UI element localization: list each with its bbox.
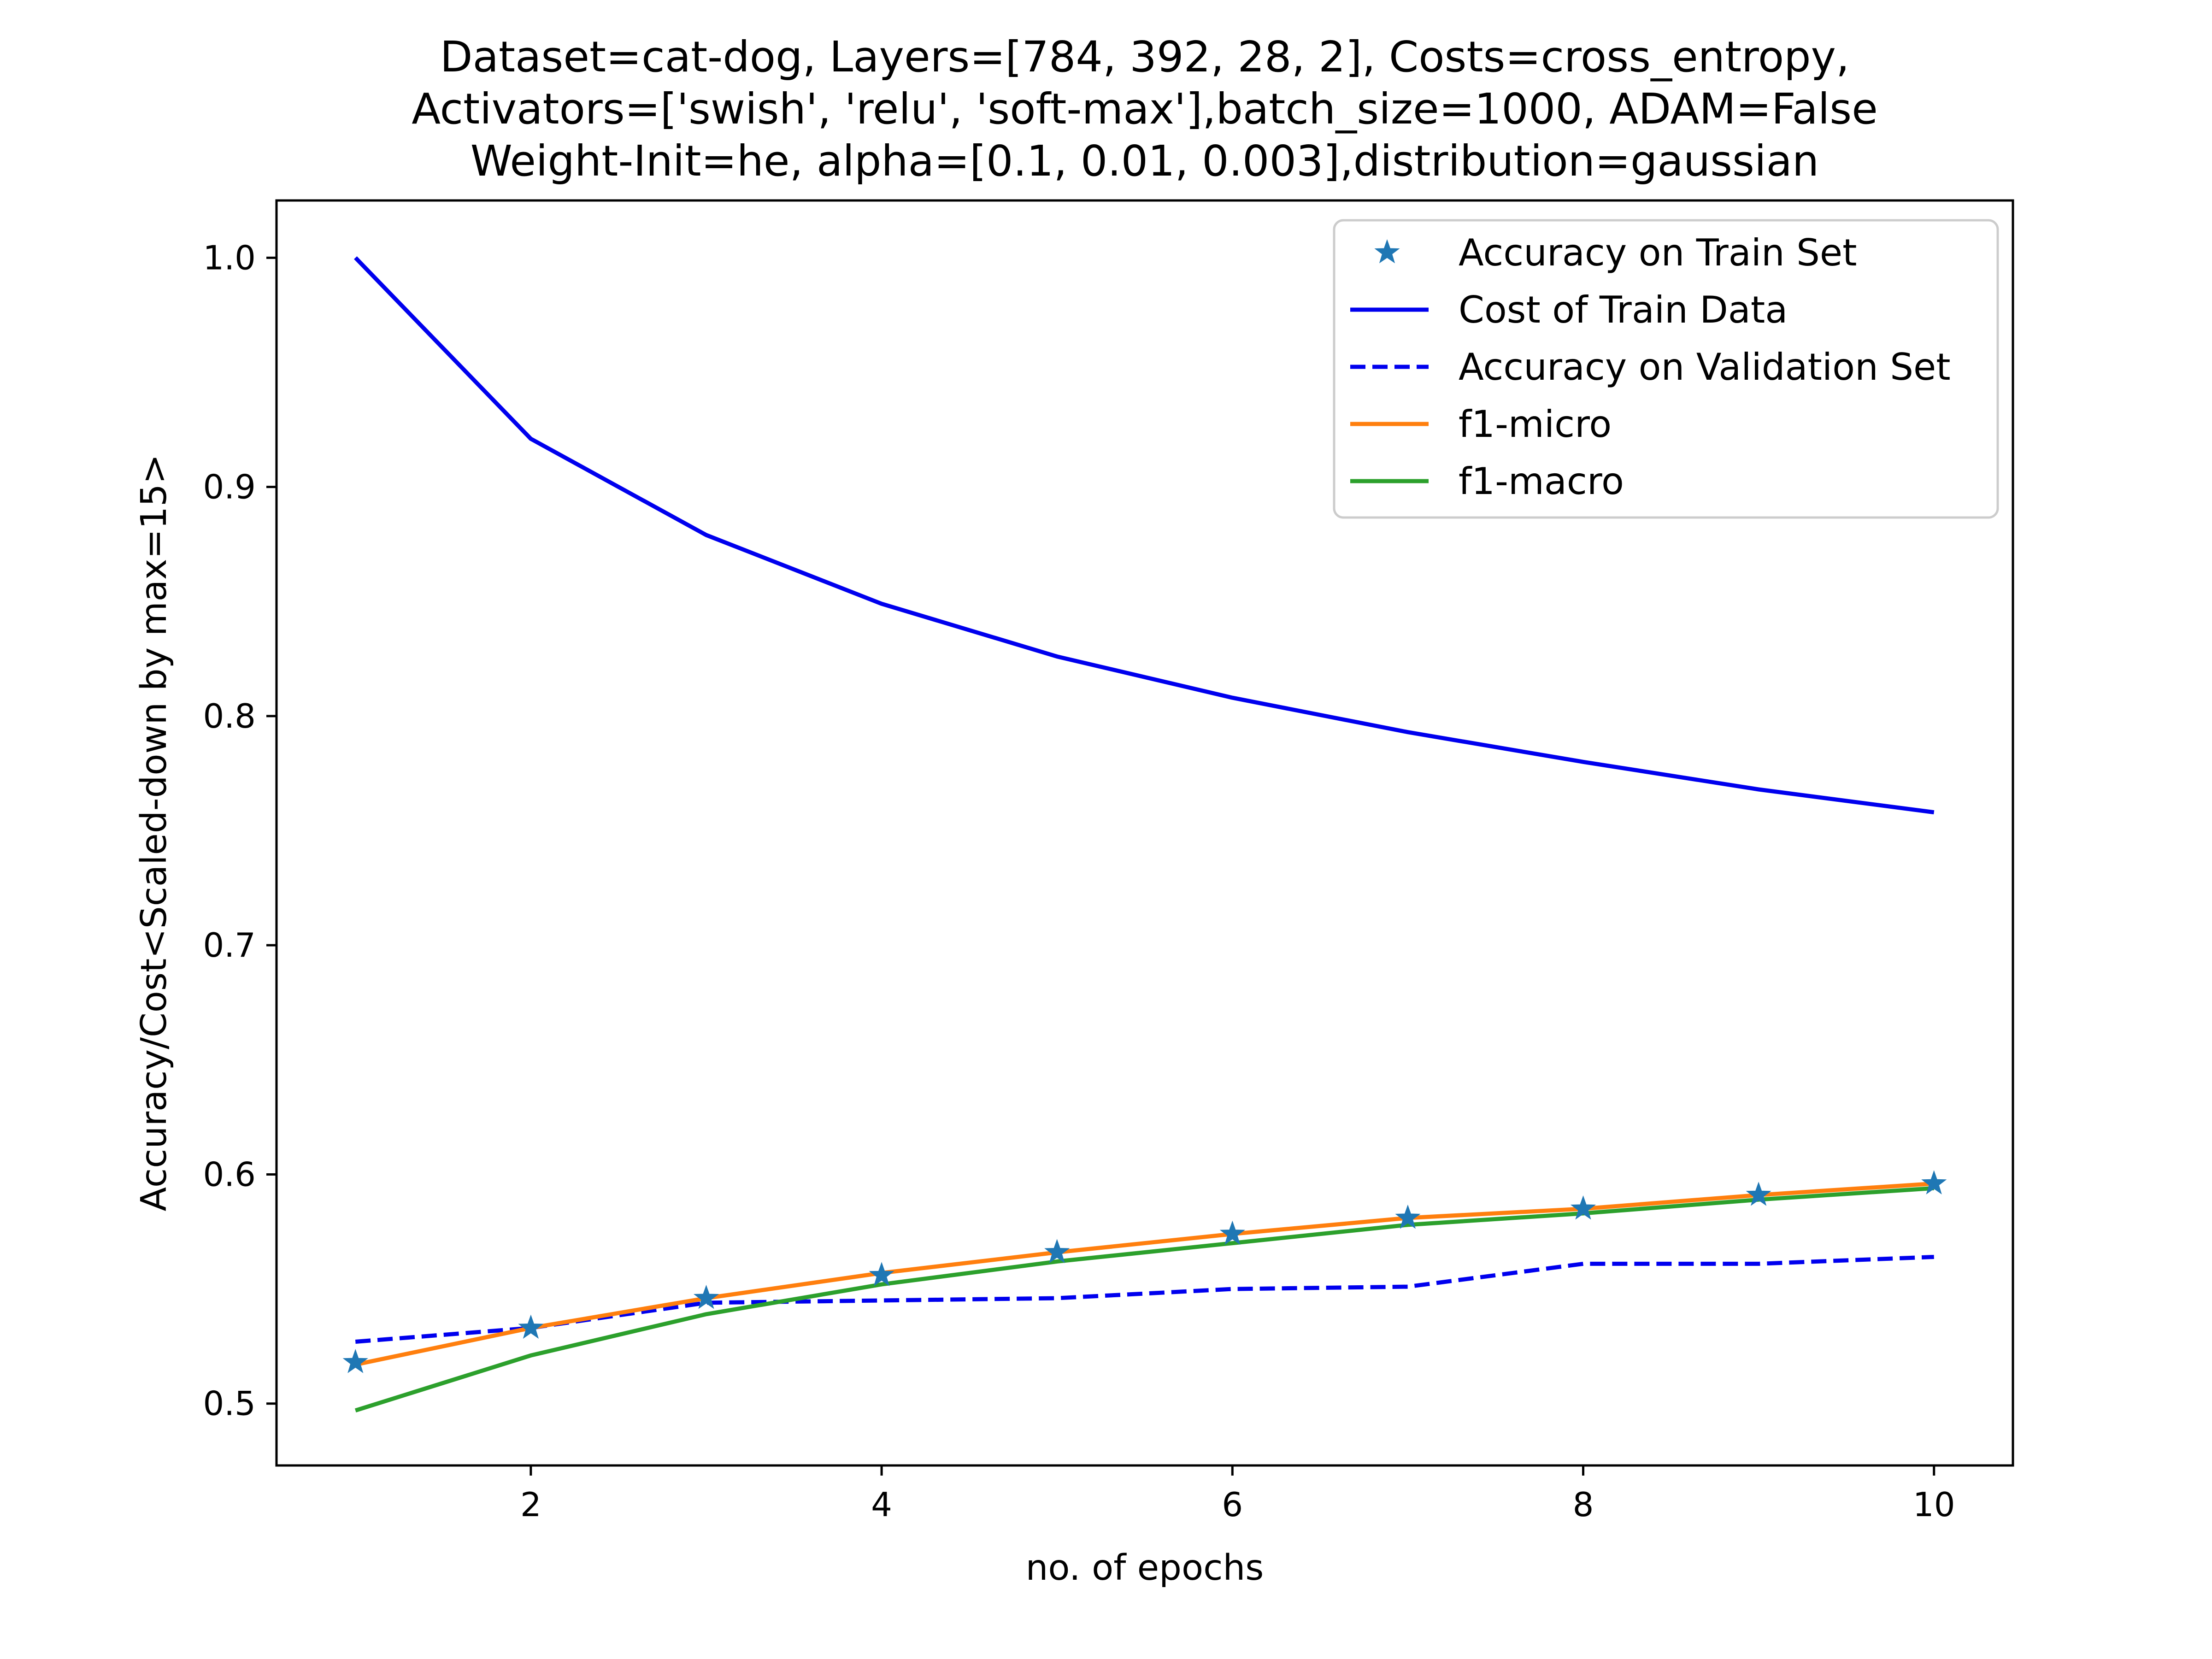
x-axis-label: no. of epochs bbox=[1026, 1547, 1264, 1588]
x-tick-label: 4 bbox=[871, 1485, 892, 1524]
y-tick-label: 0.7 bbox=[203, 926, 256, 965]
x-tick-label: 8 bbox=[1573, 1485, 1594, 1524]
y-axis-label: Accuracy/Cost<Scaled-down by max=15> bbox=[134, 454, 175, 1212]
title-line-3: Weight-Init=he, alpha=[0.1, 0.01, 0.003]… bbox=[471, 136, 1819, 186]
legend-label: f1-micro bbox=[1459, 403, 1612, 446]
legend-label: Cost of Train Data bbox=[1459, 288, 1788, 331]
y-tick-label: 0.6 bbox=[203, 1155, 256, 1194]
legend: Accuracy on Train Set Cost of Train Data A… bbox=[1334, 220, 1998, 518]
title-line-1: Dataset=cat-dog, Layers=[784, 392, 28, 2… bbox=[440, 32, 1849, 82]
legend-label: Accuracy on Validation Set bbox=[1459, 346, 1951, 388]
x-tick-label: 10 bbox=[1913, 1485, 1955, 1524]
legend-label: f1-macro bbox=[1459, 460, 1624, 503]
legend-label: Accuracy on Train Set bbox=[1459, 231, 1857, 274]
x-tick-label: 6 bbox=[1222, 1485, 1243, 1524]
y-tick-label: 0.9 bbox=[203, 468, 256, 506]
title-line-2: Activators=['swish', 'relu', 'soft-max']… bbox=[412, 84, 1878, 134]
x-tick-label: 2 bbox=[520, 1485, 541, 1524]
y-tick-label: 0.8 bbox=[203, 697, 256, 735]
y-tick-label: 0.5 bbox=[203, 1384, 256, 1423]
chart-title: Dataset=cat-dog, Layers=[784, 392, 28, 2… bbox=[412, 32, 1878, 186]
y-tick-label: 1.0 bbox=[203, 238, 256, 277]
